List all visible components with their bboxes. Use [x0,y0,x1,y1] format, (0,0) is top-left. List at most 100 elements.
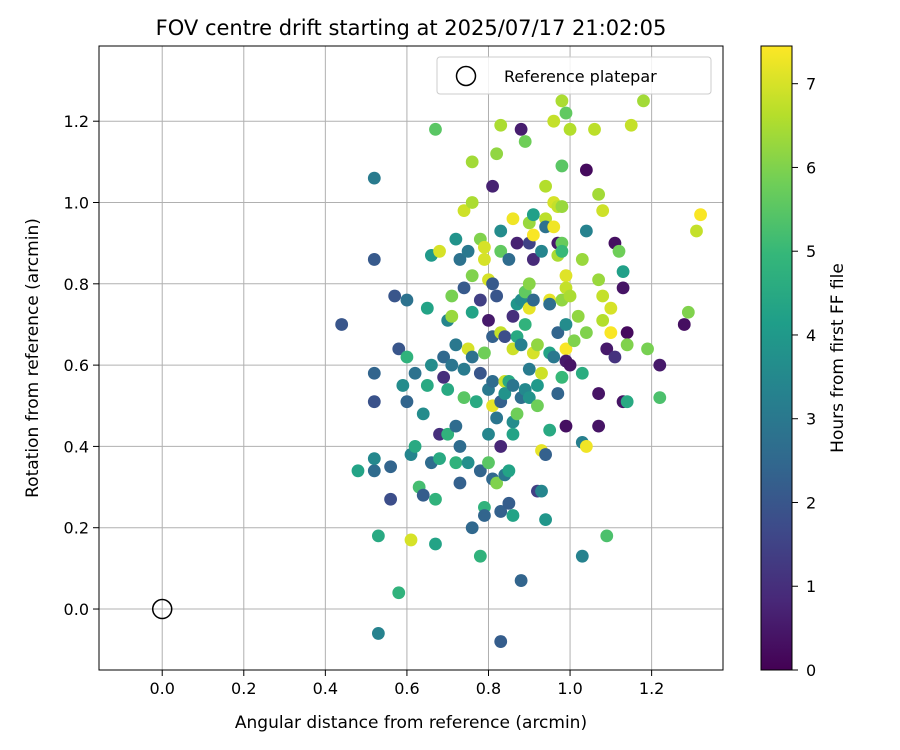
data-point [441,427,455,441]
data-point [522,362,536,376]
legend-open-circle-marker [455,65,477,87]
colorbar-ticks: 0 1 2 3 4 5 6 7 [792,75,816,680]
data-point [592,419,606,433]
data-point [465,521,479,535]
colorbar-tick-label: 6 [806,158,816,177]
data-point [563,358,577,372]
data-point [539,513,552,526]
data-point [588,122,601,136]
legend-label: Reference platepar [504,67,657,86]
data-point [384,460,398,474]
x-tick-label: 0.8 [476,679,501,698]
data-point [486,179,499,193]
data-point [433,244,446,258]
data-point [449,232,463,246]
x-tick-label: 0.2 [231,679,256,698]
colorbar-gradient [760,45,793,671]
data-point [559,269,573,283]
data-point [367,395,381,409]
data-point [522,277,536,291]
data-point [449,456,463,470]
data-point [616,281,630,295]
data-point [482,313,495,327]
data-point [400,350,414,364]
data-point [465,350,479,364]
data-point [514,574,528,587]
data-point [335,318,349,331]
data-point [543,297,557,311]
data-point [506,427,520,441]
data-point [653,358,667,372]
data-point [424,358,438,372]
data-point [620,395,634,409]
data-point [531,399,544,413]
data-point [592,187,606,201]
colorbar-tick-label: 4 [806,326,816,345]
data-point [449,338,463,352]
data-point [453,253,467,266]
data-points [335,94,707,648]
data-point [535,366,548,380]
data-point [653,391,667,405]
data-point [592,273,606,287]
x-tick-label: 0.6 [394,679,419,698]
data-point [510,236,524,250]
data-point [449,419,463,433]
data-point [396,379,410,392]
data-point [559,318,573,331]
data-point [555,94,569,108]
data-point [559,419,573,433]
data-point [551,326,565,339]
data-point [641,342,654,356]
data-point [510,407,524,421]
data-point [494,224,508,238]
data-point [575,366,589,380]
data-point [494,635,508,648]
data-point [543,423,557,437]
data-point [526,293,540,307]
data-point [457,391,471,405]
data-point [535,244,548,258]
data-point [547,350,561,364]
data-point [575,253,589,266]
data-point [457,281,471,295]
data-point [596,289,610,303]
data-point [531,338,544,352]
data-point [486,277,499,291]
data-point [445,309,459,323]
data-point [490,289,504,303]
data-point [535,484,548,498]
data-point [478,346,491,360]
data-point [620,326,634,339]
data-point [498,387,512,400]
data-point [494,244,508,258]
data-point [429,122,442,136]
data-point [592,387,606,400]
data-point [506,379,520,392]
data-point [486,374,499,388]
data-point [392,342,406,356]
data-point [526,208,540,222]
reference-platepar-marker [151,598,173,620]
data-point [490,476,504,490]
y-tick-label: 0.6 [64,356,89,375]
data-point [514,338,528,352]
data-point [371,627,385,640]
x-tick-label: 0.4 [313,679,338,698]
data-point [555,159,569,173]
data-point [559,106,573,120]
data-point [555,370,569,384]
data-point [437,350,451,364]
data-point [478,240,491,254]
data-point [388,289,402,303]
data-point [571,309,585,323]
plot-frame [98,45,724,671]
colorbar-label: Hours from first FF file [828,263,848,453]
colorbar-tick-label: 3 [806,410,816,429]
data-point [473,293,487,307]
data-point [433,452,446,466]
data-point [416,407,430,421]
data-point [502,253,516,266]
data-point [506,309,520,323]
